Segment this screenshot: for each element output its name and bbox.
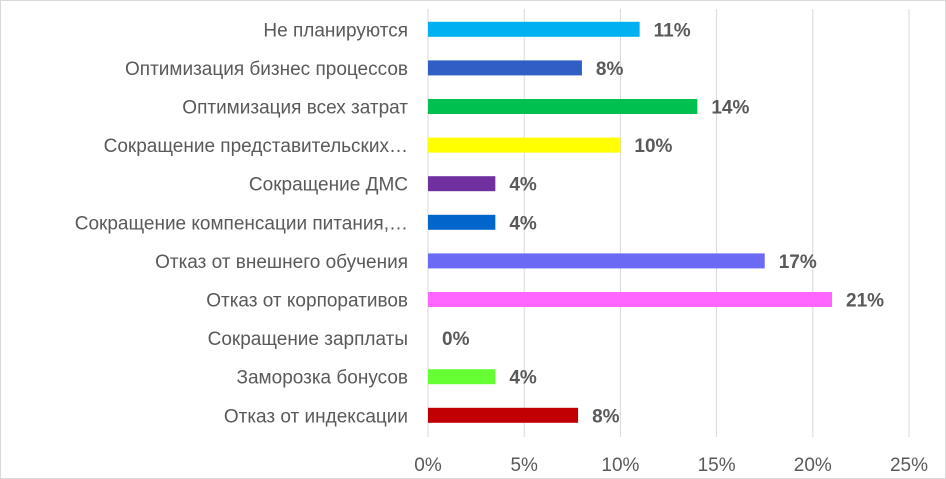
category-label: Сокращение зарплаты <box>208 329 408 350</box>
x-tick-label: 5% <box>510 455 538 476</box>
x-tick-label: 0% <box>414 455 442 476</box>
category-label: Отказ от индексации <box>224 406 408 427</box>
x-tick-label: 10% <box>601 455 639 476</box>
x-tick-label: 15% <box>698 455 736 476</box>
x-tick-label: 20% <box>794 455 832 476</box>
category-label: Отказ от корпоративов <box>206 291 408 312</box>
category-label: Сокращение ДМС <box>249 175 408 196</box>
bar <box>428 21 640 37</box>
data-label: 21% <box>846 291 884 312</box>
category-label: Сокращение представительских… <box>104 136 408 157</box>
bar <box>428 407 579 423</box>
category-label: Оптимизация всех затрат <box>182 98 408 119</box>
data-label: 0% <box>442 329 470 350</box>
bar <box>428 214 496 230</box>
bar <box>428 99 698 114</box>
data-label: 4% <box>509 175 537 196</box>
bar <box>428 137 621 153</box>
data-label: 4% <box>509 213 537 234</box>
category-label: Отказ от внешнего обучения <box>155 252 408 273</box>
bar <box>428 292 833 307</box>
bar <box>428 176 496 192</box>
category-label: Заморозка бонусов <box>237 368 408 389</box>
bar <box>428 60 582 76</box>
data-label: 17% <box>779 252 817 273</box>
category-label: Не планируются <box>263 20 408 41</box>
category-label: Оптимизация бизнес процессов <box>125 59 408 80</box>
bar <box>428 369 496 385</box>
data-label: 8% <box>596 59 624 80</box>
data-label: 14% <box>711 98 749 119</box>
bar <box>428 253 765 269</box>
data-label: 4% <box>509 368 537 389</box>
data-label: 11% <box>654 20 691 41</box>
data-label: 8% <box>592 406 620 427</box>
category-label: Сокращение компенсации питания,… <box>75 213 408 234</box>
x-tick-label: 25% <box>890 455 928 476</box>
data-label: 10% <box>634 136 672 157</box>
